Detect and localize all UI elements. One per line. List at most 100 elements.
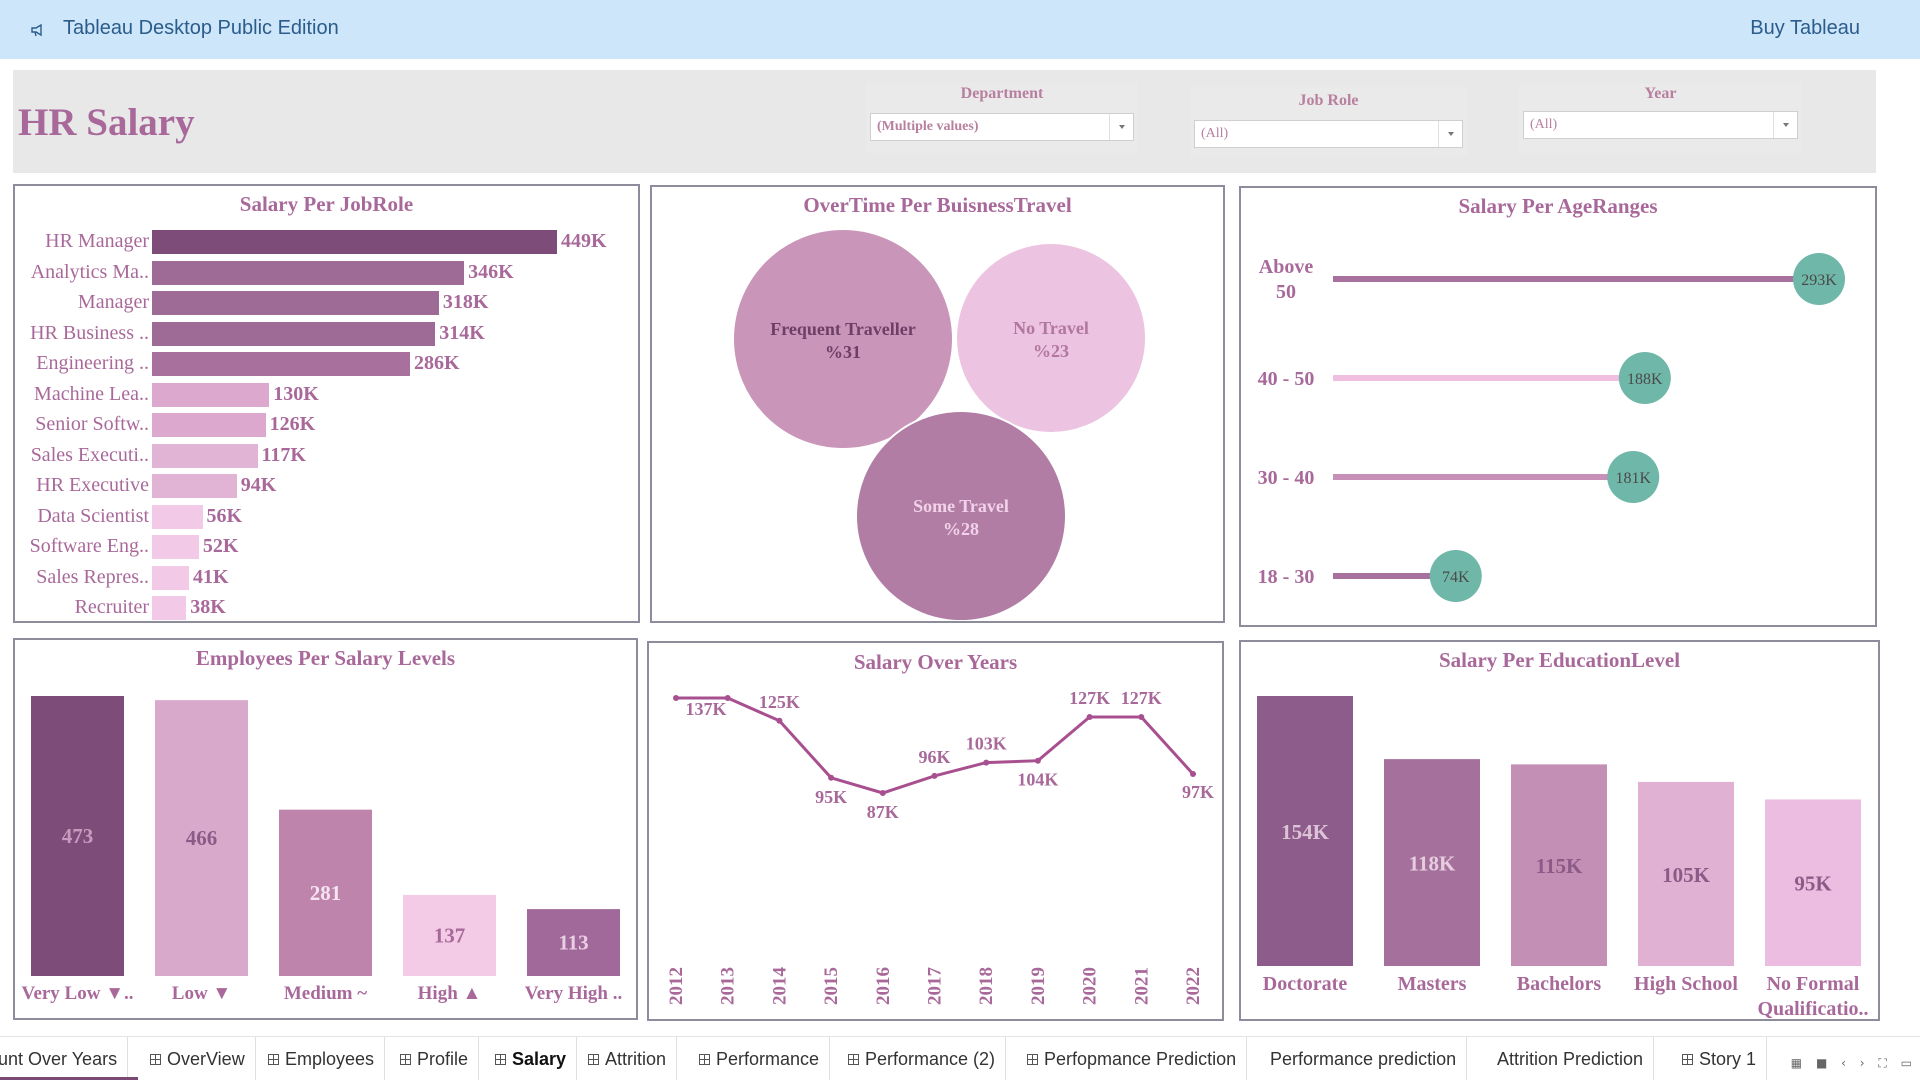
salary-value-label: 127K: [1069, 688, 1110, 708]
salary-level-bar[interactable]: [31, 696, 124, 976]
salary-point[interactable]: [1138, 714, 1145, 720]
age-range-label: 50: [1276, 281, 1296, 303]
salary-point[interactable]: [828, 774, 835, 781]
filter-value: (All): [1530, 117, 1558, 132]
jobrole-bar[interactable]: [152, 321, 436, 346]
tab-navigation: ▦ ■ ‹ › ⛶ ▭: [1781, 1056, 1912, 1071]
age-range-marker[interactable]: [1607, 451, 1660, 503]
salary-point[interactable]: [1190, 771, 1196, 777]
filmstrip-view-icon[interactable]: ■: [1815, 1056, 1828, 1070]
salary-line-chart: 137K 2012 2013 125K 2014 95K 2015 87K 2016 96K 201…: [666, 688, 1214, 1005]
chart-title: Salary Per JobRole: [239, 192, 414, 216]
tab-label: unt Over Years: [0, 1049, 118, 1069]
jobrole-label: Software Eng..: [29, 535, 149, 557]
age-range-marker[interactable]: [1793, 253, 1845, 305]
jobrole-value-label: 117K: [261, 443, 306, 466]
salary-point[interactable]: [673, 695, 679, 701]
tab-scroll-indicator: [0, 1077, 138, 1080]
department-dropdown[interactable]: (Multiple values): [870, 113, 1134, 141]
jobrole-bar[interactable]: [152, 504, 203, 529]
tab-employees[interactable]: Employees: [258, 1037, 386, 1080]
salary-point[interactable]: [724, 695, 731, 701]
jobrole-row: Data Scientist 56K: [15, 504, 635, 529]
salary-point[interactable]: [983, 759, 990, 766]
tab-attrition[interactable]: Attrition: [578, 1037, 678, 1080]
chart-title: Employees Per Salary Levels: [195, 646, 456, 670]
education-bar[interactable]: [1765, 799, 1861, 966]
jobrole-bar[interactable]: [152, 382, 270, 407]
present-icon[interactable]: ▭: [1900, 1056, 1912, 1070]
salary-value-label: 127K: [1121, 688, 1162, 708]
education-value-label: 115K: [1536, 854, 1583, 878]
age-range-label: 40 - 50: [1258, 368, 1315, 390]
tab-unt-over-years[interactable]: unt Over Years: [0, 1037, 129, 1080]
tab-performance[interactable]: Performance: [689, 1037, 831, 1080]
chevron-down-icon[interactable]: [1438, 121, 1462, 147]
education-bar[interactable]: [1638, 781, 1734, 966]
chevron-down-icon[interactable]: [1773, 112, 1797, 138]
salary-point[interactable]: [931, 772, 938, 779]
tab-salary[interactable]: Salary: [485, 1037, 578, 1080]
year-tick-label: 2020: [1080, 967, 1101, 1005]
salary-value-label: 103K: [966, 734, 1007, 754]
tab-profile[interactable]: Profile: [390, 1037, 480, 1080]
salary-level-bar[interactable]: [279, 809, 372, 976]
buy-tableau-link[interactable]: Buy Tableau: [1750, 17, 1860, 39]
tab-performance-prediction[interactable]: Performance prediction: [1260, 1037, 1468, 1080]
education-bar[interactable]: [1257, 696, 1353, 966]
age-range-label: 30 - 40: [1258, 467, 1315, 489]
education-bar[interactable]: [1511, 764, 1607, 966]
next-tab-icon[interactable]: ›: [1859, 1056, 1865, 1070]
grid-view-icon[interactable]: ▦: [1790, 1056, 1803, 1070]
fullscreen-icon[interactable]: ⛶: [1878, 1056, 1887, 1070]
education-bar[interactable]: [1384, 759, 1480, 966]
jobrole-bar[interactable]: [152, 260, 465, 285]
salary-point[interactable]: [879, 790, 886, 796]
travel-bubble[interactable]: [732, 228, 954, 450]
tab-performance-2[interactable]: Performance (2): [838, 1037, 1007, 1080]
salary-value-label: 87K: [867, 802, 899, 822]
jobrole-value-label: 126K: [269, 413, 316, 435]
job-role-dropdown[interactable]: (All): [1194, 120, 1463, 148]
tab-story-1[interactable]: Story 1: [1672, 1037, 1768, 1080]
age-range-marker[interactable]: [1618, 352, 1671, 404]
salary-point[interactable]: [1034, 757, 1041, 764]
jobrole-bar[interactable]: [152, 291, 439, 315]
tab-attrition-prediction[interactable]: Attrition Prediction: [1487, 1037, 1655, 1080]
jobrole-bar[interactable]: [152, 565, 189, 590]
salary-value-label: 104K: [1017, 770, 1058, 790]
sheet-icon: [400, 1054, 411, 1065]
salary-level-bar[interactable]: [403, 894, 496, 976]
travel-bubble[interactable]: [855, 410, 1067, 621]
year-dropdown[interactable]: (All): [1523, 111, 1798, 139]
salary-level-bar[interactable]: [155, 700, 248, 976]
jobrole-label: Engineering ..: [36, 352, 149, 374]
age-range-value-label: 74K: [1442, 569, 1470, 586]
jobrole-bar[interactable]: [152, 230, 557, 254]
salary-point[interactable]: [1086, 714, 1093, 720]
jobrole-bar[interactable]: [152, 413, 266, 437]
salary-per-ageranges-panel: Salary Per AgeRanges 293K Above 50 188K 40 -…: [1239, 186, 1877, 627]
education-category-label: Bachelors: [1517, 973, 1602, 995]
jobrole-value-label: 314K: [439, 321, 485, 344]
chevron-down-icon[interactable]: [1109, 114, 1133, 140]
jobrole-row: Engineering .. 286K: [15, 352, 635, 376]
jobrole-bar[interactable]: [152, 474, 237, 498]
salary-level-bar[interactable]: [527, 909, 620, 976]
tab-perfopmance-prediction[interactable]: Perfopmance Prediction: [1017, 1037, 1248, 1080]
jobrole-bar[interactable]: [152, 596, 187, 620]
jobrole-bar[interactable]: [152, 535, 199, 559]
salary-point[interactable]: [776, 717, 783, 724]
travel-bubble[interactable]: [955, 242, 1147, 434]
jobrole-bar[interactable]: [152, 443, 258, 468]
tab-overview[interactable]: OverView: [140, 1037, 256, 1080]
age-range-marker[interactable]: [1429, 550, 1482, 602]
jobrole-bar[interactable]: [152, 352, 410, 376]
dashboard-title: HR Salary: [18, 101, 195, 144]
education-value-label: 95K: [1794, 872, 1832, 896]
education-value-label: 154K: [1281, 820, 1330, 844]
salary-level-category-label: High ▲: [418, 983, 482, 1004]
previous-tab-icon[interactable]: ‹: [1841, 1056, 1846, 1070]
age-range-label: 18 - 30: [1258, 566, 1315, 588]
salary-level-category-label: Medium ~: [284, 983, 367, 1004]
